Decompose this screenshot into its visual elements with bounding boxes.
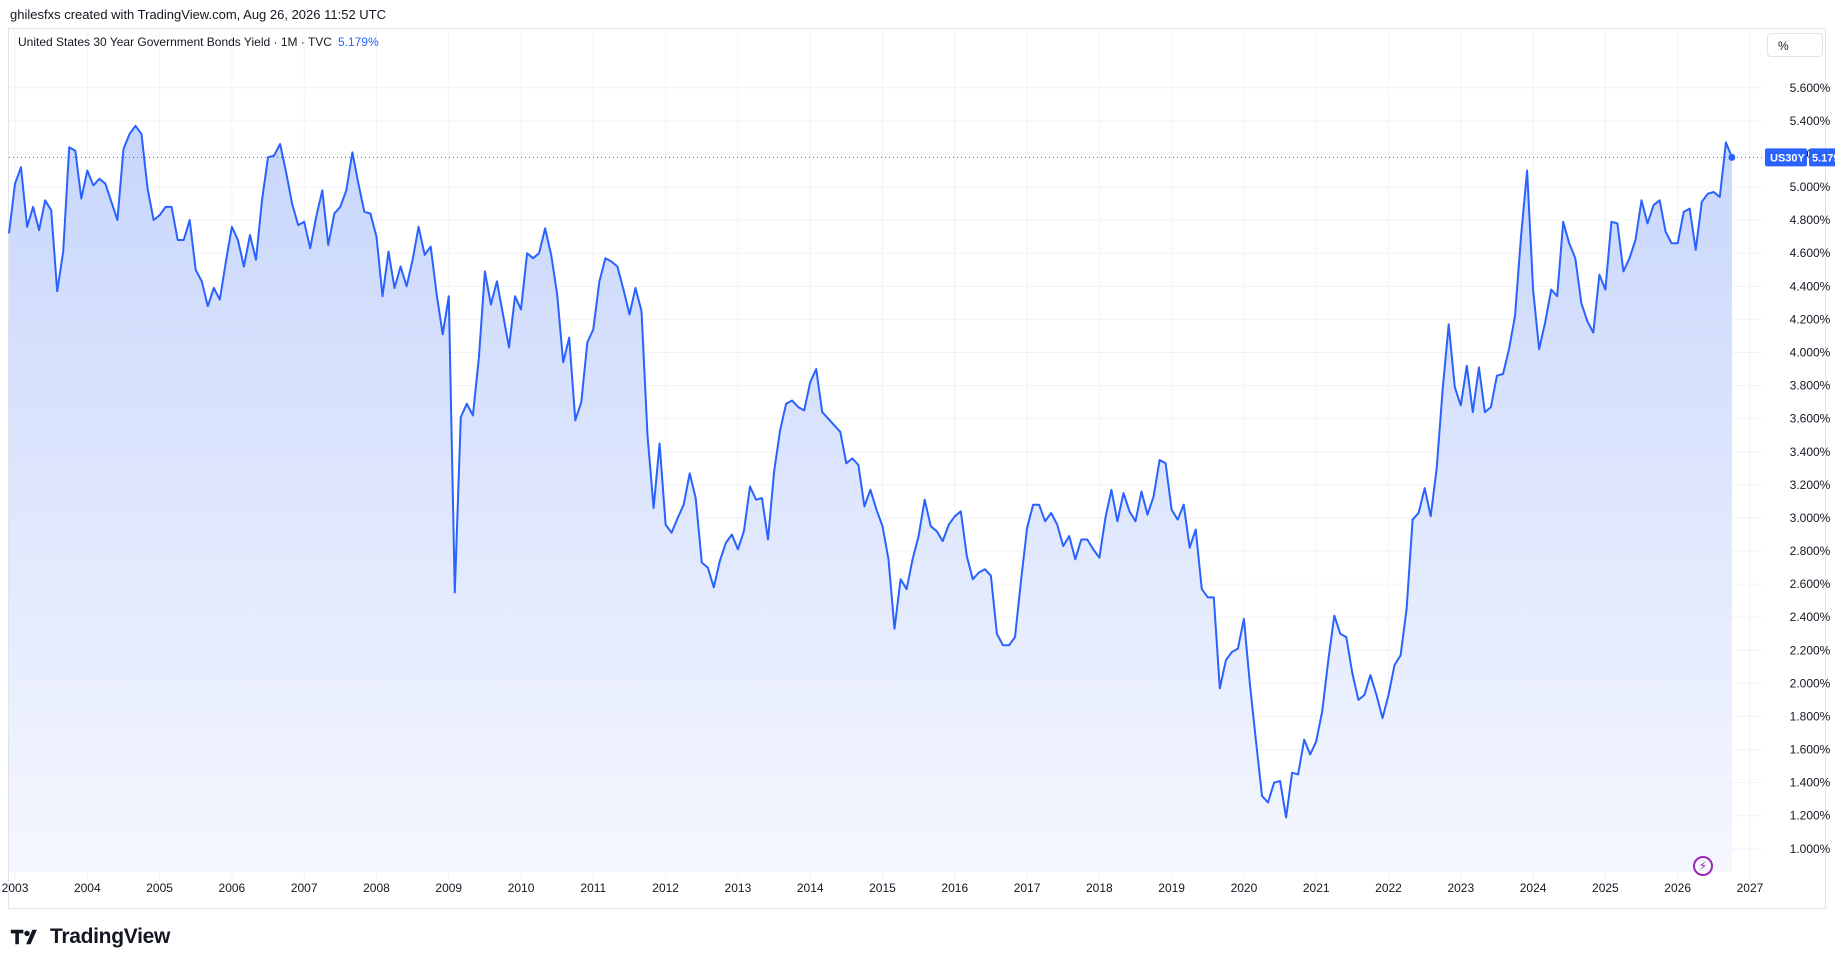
yield-series-line xyxy=(8,124,1733,819)
y-tick-label: 1.400% xyxy=(1790,776,1831,790)
chart-attribution: ghilesfxs created with TradingView.com, … xyxy=(10,7,387,22)
x-tick-label: 2008 xyxy=(363,881,390,895)
y-tick-label: 4.200% xyxy=(1790,312,1831,326)
yield-area-fill xyxy=(9,125,1732,873)
x-tick-label: 2015 xyxy=(869,881,896,895)
y-tick-label: 3.600% xyxy=(1790,412,1831,426)
x-tick-label: 2023 xyxy=(1447,881,1474,895)
y-tick-label: 4.600% xyxy=(1790,246,1831,260)
y-tick-label: 5.400% xyxy=(1790,114,1831,128)
y-tick-label: 1.200% xyxy=(1790,809,1831,823)
y-tick-label: 2.200% xyxy=(1790,643,1831,657)
y-tick-label: 3.400% xyxy=(1790,445,1831,459)
price-axis: 5.600%5.400%5.200%5.000%4.800%4.600%4.40… xyxy=(1790,81,1831,856)
x-tick-label: 2017 xyxy=(1014,881,1041,895)
scale-mode-button[interactable]: % xyxy=(1767,33,1823,57)
legend-title: United States 30 Year Government Bonds Y… xyxy=(18,35,332,49)
y-tick-label: 1.800% xyxy=(1790,709,1831,723)
x-tick-label: 2022 xyxy=(1375,881,1402,895)
x-tick-label: 2026 xyxy=(1664,881,1691,895)
tradingview-logo[interactable]: TradingView xyxy=(10,925,170,949)
x-tick-label: 2024 xyxy=(1520,881,1547,895)
x-tick-label: 2014 xyxy=(797,881,824,895)
x-tick-label: 2006 xyxy=(219,881,246,895)
tradingview-logo-icon xyxy=(10,929,37,945)
x-tick-label: 2021 xyxy=(1303,881,1330,895)
price-tag-symbol-bg xyxy=(1765,148,1807,167)
x-tick-label: 2007 xyxy=(291,881,318,895)
x-tick-label: 2025 xyxy=(1592,881,1619,895)
y-tick-label: 4.400% xyxy=(1790,279,1831,293)
y-tick-label: 3.200% xyxy=(1790,478,1831,492)
y-tick-label: 1.600% xyxy=(1790,743,1831,757)
price-tag-symbol: US30Y xyxy=(1770,152,1806,164)
y-tick-label: 3.800% xyxy=(1790,379,1831,393)
tradingview-brand: TradingView xyxy=(50,925,171,948)
x-tick-label: 2005 xyxy=(146,881,173,895)
x-tick-label: 2013 xyxy=(725,881,752,895)
y-tick-label: 2.800% xyxy=(1790,544,1831,558)
y-tick-label: 2.600% xyxy=(1790,577,1831,591)
x-tick-label: 2012 xyxy=(652,881,679,895)
lightning-icon[interactable]: ⚡ xyxy=(1693,856,1713,876)
y-tick-label: 5.600% xyxy=(1790,81,1831,95)
x-tick-label: 2016 xyxy=(941,881,968,895)
y-tick-label: 5.000% xyxy=(1790,180,1831,194)
legend-last-value: 5.179% xyxy=(337,35,379,49)
y-tick-label: 4.800% xyxy=(1790,213,1831,227)
x-tick-label: 2004 xyxy=(74,881,101,895)
y-tick-label: 2.000% xyxy=(1790,676,1831,690)
x-tick-label: 2009 xyxy=(435,881,462,895)
chart-frame xyxy=(8,28,1826,909)
last-price-marker xyxy=(1728,153,1736,161)
x-tick-label: 2010 xyxy=(508,881,535,895)
price-tag-value: 5.179% xyxy=(1812,152,1835,164)
x-tick-label: 2011 xyxy=(580,881,606,895)
y-tick-label: 3.000% xyxy=(1790,511,1831,525)
price-tag: US30Y 5.179% xyxy=(1765,148,1835,167)
x-tick-label: 2027 xyxy=(1737,881,1764,895)
y-tick-label: 1.000% xyxy=(1790,842,1831,856)
price-tag-value-bg xyxy=(1809,148,1835,167)
y-tick-label: 4.000% xyxy=(1790,345,1831,359)
time-axis: 2003 2004 2005 2006 2007 2008 2009 2010 2011 2012… xyxy=(2,881,1764,895)
y-tick-label: 2.400% xyxy=(1790,610,1831,624)
x-tick-label: 2018 xyxy=(1086,881,1113,895)
x-tick-label: 2003 xyxy=(2,881,29,895)
x-tick-label: 2019 xyxy=(1158,881,1185,895)
x-tick-label: 2020 xyxy=(1231,881,1258,895)
chart-legend: United States 30 Year Government Bonds Y… xyxy=(18,35,379,49)
